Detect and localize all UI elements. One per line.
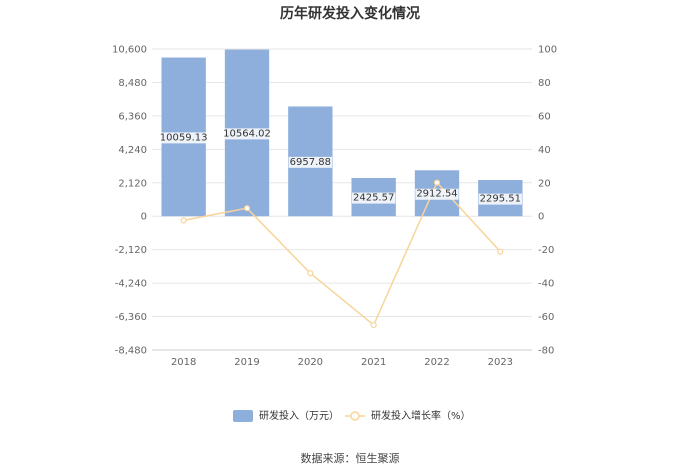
bar-label-background xyxy=(351,192,396,204)
line-point[interactable] xyxy=(433,179,441,186)
bar-label-background xyxy=(222,128,272,140)
legend-line-marker xyxy=(350,411,360,421)
right-tick-label: -40 xyxy=(538,279,554,290)
bar-value-label: 10059.13 xyxy=(160,132,208,143)
legend-line-label[interactable]: 研发投入增长率（%） xyxy=(371,409,471,422)
left-tick-label: 8,480 xyxy=(118,78,147,89)
line-point[interactable] xyxy=(180,217,187,224)
left-tick-label: -4,240 xyxy=(115,279,147,290)
right-axis: 100 80 60 40 20 0 -20 -40 -60 -80 xyxy=(538,45,557,357)
right-tick-label: 60 xyxy=(538,111,551,122)
line-point[interactable] xyxy=(243,205,251,212)
source-note: 数据来源：恒生聚源 xyxy=(301,451,400,465)
right-tick-label: -20 xyxy=(538,245,554,256)
right-tick-label: 80 xyxy=(538,78,551,89)
right-tick-label: 100 xyxy=(538,45,557,56)
legend-bar-swatch[interactable] xyxy=(233,410,253,422)
bar-data-labels: 10059.13 10564.02 6957.88 2425.57 2912.54 229… xyxy=(158,128,523,205)
left-tick-label: 0 xyxy=(141,212,147,223)
bar-label-background xyxy=(158,132,209,144)
line-point[interactable] xyxy=(307,270,314,277)
grid-lines xyxy=(152,48,532,351)
bar-value-label: 6957.88 xyxy=(290,157,331,168)
left-tick-label: 6,360 xyxy=(118,111,147,122)
right-tick-label: -80 xyxy=(538,346,554,357)
chart-title: 历年研发投入变化情况 xyxy=(280,5,420,22)
x-tick-label: 2023 xyxy=(488,357,513,368)
bar-label-background xyxy=(288,156,333,168)
x-tick-label: 2021 xyxy=(361,357,386,368)
left-tick-label: 4,240 xyxy=(118,145,147,156)
x-tick-label: 2018 xyxy=(171,357,196,368)
bar-label-background xyxy=(478,193,523,205)
bar-value-label: 10564.02 xyxy=(223,128,271,139)
legend-bar-label[interactable]: 研发投入（万元） xyxy=(259,409,339,422)
x-tick-label: 2020 xyxy=(298,357,323,368)
left-tick-label: 2,120 xyxy=(118,178,147,189)
bar-series xyxy=(161,49,523,217)
left-tick-label: 10,600 xyxy=(112,45,147,56)
left-tick-label: -2,120 xyxy=(115,245,147,256)
bar-value-label: 2425.57 xyxy=(353,193,394,204)
x-tick-label: 2019 xyxy=(234,357,259,368)
left-tick-label: -8,480 xyxy=(115,346,147,357)
right-tick-label: 40 xyxy=(538,145,551,156)
legend: 研发投入（万元） 研发投入增长率（%） xyxy=(233,409,471,422)
right-tick-label: 20 xyxy=(538,178,551,189)
left-axis: 10,600 8,480 6,360 4,240 2,120 0 -2,120 -4,240 -… xyxy=(112,45,147,357)
bar-label-background xyxy=(415,188,459,200)
right-tick-label: 0 xyxy=(538,212,544,223)
x-tick-label: 2022 xyxy=(424,357,449,368)
line-point[interactable] xyxy=(497,248,504,255)
bar-value-label: 2912.54 xyxy=(416,189,457,200)
left-tick-label: -6,360 xyxy=(115,312,147,323)
x-axis: 2018 2019 2020 2021 2022 2023 xyxy=(152,349,532,368)
bar-value-label: 2295.51 xyxy=(480,194,521,205)
line-point[interactable] xyxy=(370,321,377,329)
right-tick-label: -60 xyxy=(538,312,554,323)
